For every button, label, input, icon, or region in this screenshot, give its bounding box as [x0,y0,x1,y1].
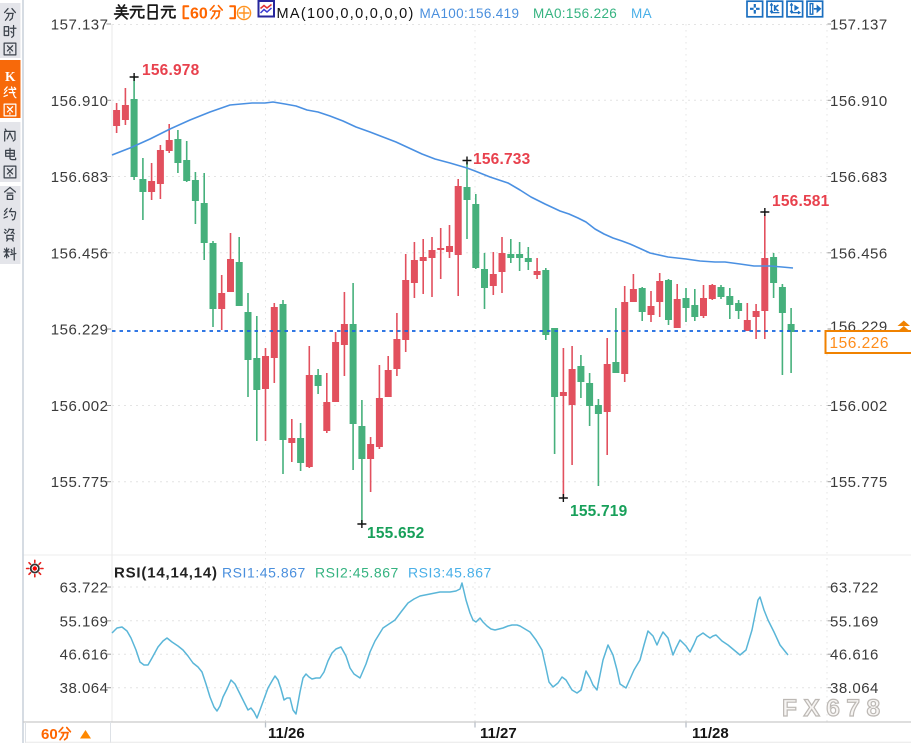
svg-text:155.652: 155.652 [367,525,424,542]
svg-text:60: 60 [190,6,208,23]
svg-text:63.722: 63.722 [60,580,109,597]
svg-text:11/28: 11/28 [692,725,729,742]
svg-text:K: K [5,69,16,84]
svg-text:156.683: 156.683 [830,169,888,186]
svg-text:RSI3:45.867: RSI3:45.867 [408,565,492,581]
svg-text:46.616: 46.616 [60,647,109,664]
svg-text:156.002: 156.002 [830,398,888,415]
svg-text:157.137: 157.137 [830,17,888,34]
svg-text:MA0:156.226: MA0:156.226 [533,6,617,21]
svg-text:156.229: 156.229 [51,322,109,339]
svg-text:MA: MA [631,6,652,21]
svg-text:155.775: 155.775 [51,474,109,491]
svg-text:156.002: 156.002 [51,398,109,415]
svg-text:156.456: 156.456 [51,245,109,262]
svg-text:FX678: FX678 [782,695,887,722]
svg-text:60: 60 [41,726,58,743]
svg-text:55.169: 55.169 [60,613,109,630]
svg-text:155.719: 155.719 [570,503,628,520]
svg-text:156.910: 156.910 [830,93,888,110]
svg-text:155.775: 155.775 [830,474,888,491]
svg-text:RSI2:45.867: RSI2:45.867 [315,565,399,581]
svg-text:MA(100,0,0,0,0,0): MA(100,0,0,0,0,0) [277,6,415,22]
svg-text:11/27: 11/27 [480,725,517,742]
svg-text:63.722: 63.722 [830,580,879,597]
svg-text:11/26: 11/26 [268,725,305,742]
svg-text:MA100:156.419: MA100:156.419 [420,6,520,21]
svg-text:156.683: 156.683 [51,169,109,186]
svg-text:38.064: 38.064 [60,680,109,697]
svg-text:156.581: 156.581 [772,193,830,210]
svg-text:156.978: 156.978 [142,62,200,79]
svg-text:156.910: 156.910 [51,93,109,110]
svg-text:38.064: 38.064 [830,680,879,697]
svg-text:RSI(14,14,14): RSI(14,14,14) [114,565,218,582]
svg-text:55.169: 55.169 [830,613,879,630]
svg-text:157.137: 157.137 [51,17,109,34]
svg-text:RSI1:45.867: RSI1:45.867 [222,565,306,581]
svg-text:46.616: 46.616 [830,647,879,664]
svg-text:156.733: 156.733 [473,151,531,168]
svg-text:156.456: 156.456 [830,245,888,262]
svg-text:156.226: 156.226 [830,335,890,352]
